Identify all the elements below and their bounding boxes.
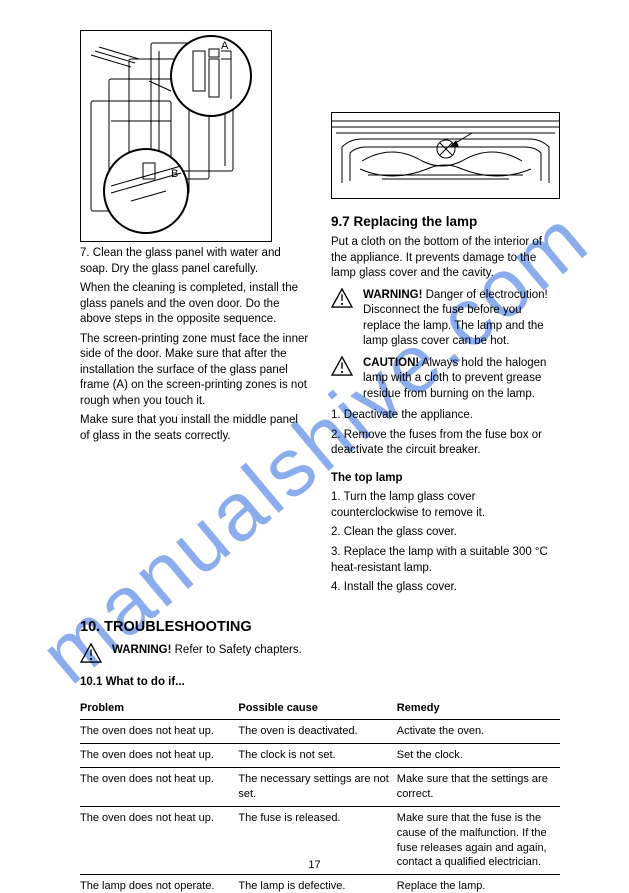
figure-lamp — [331, 112, 560, 199]
col-cause: Possible cause — [238, 697, 396, 720]
col-problem: Problem — [80, 697, 238, 720]
deactivate-step: 1. Deactivate the appliance. — [331, 408, 560, 424]
lamp-step-2: 2. Clean the glass cover. — [331, 525, 560, 541]
table-row: The oven does not heat up. The fuse is r… — [80, 806, 560, 874]
heading-troubleshooting: 10. TROUBLESHOOTING — [80, 618, 560, 638]
heading-what-to-do: 10.1 What to do if... — [80, 675, 560, 691]
warning2-title: WARNING! — [112, 644, 171, 656]
install-note: When the cleaning is completed, install … — [80, 281, 309, 328]
page-content: A B — [80, 30, 560, 893]
troubleshooting-table: Problem Possible cause Remedy The oven d… — [80, 697, 560, 893]
warning-icon — [80, 643, 102, 663]
lamp-step-1: 1. Turn the lamp glass cover countercloc… — [331, 490, 560, 521]
caution-icon — [331, 356, 353, 376]
figure-door-glass: A B — [80, 30, 272, 242]
table-row: The oven does not heat up. The necessary… — [80, 768, 560, 807]
col-remedy: Remedy — [397, 697, 560, 720]
remove-fuse-step: 2. Remove the fuses from the fuse box or… — [331, 428, 560, 459]
table-row: The oven does not heat up. The clock is … — [80, 744, 560, 768]
lamp-step-4: 4. Install the glass cover. — [331, 580, 560, 596]
left-column: A B — [80, 30, 309, 600]
warning-box-2: WARNING! Refer to Safety chapters. — [80, 643, 560, 663]
caution-title: CAUTION! — [363, 357, 419, 369]
caution-box: CAUTION! Always hold the halogen lamp wi… — [331, 356, 560, 403]
panel-order-note: Make sure that you install the middle pa… — [80, 413, 309, 444]
right-column: 9.7 Replacing the lamp Put a cloth on th… — [331, 30, 560, 600]
lamp-cloth-note: Put a cloth on the bottom of the interio… — [331, 235, 560, 282]
warning-icon — [331, 288, 353, 308]
table-row: The oven does not heat up. The oven is d… — [80, 720, 560, 744]
warning2-text: Refer to Safety chapters. — [175, 644, 302, 656]
table-row: The lamp does not operate. The lamp is d… — [80, 875, 560, 893]
step-7: 7. Clean the glass panel with water and … — [80, 246, 309, 277]
heading-top-lamp: The top lamp — [331, 471, 560, 487]
label-b: B — [171, 168, 178, 180]
screen-print-note: The screen-printing zone must face the i… — [80, 332, 309, 410]
label-a: A — [221, 40, 229, 52]
warning-title: WARNING! — [363, 289, 422, 301]
heading-replace-lamp: 9.7 Replacing the lamp — [331, 213, 560, 231]
warning-box: WARNING! Danger of electrocution! Discon… — [331, 288, 560, 350]
lamp-step-3: 3. Replace the lamp with a suitable 300 … — [331, 545, 560, 576]
